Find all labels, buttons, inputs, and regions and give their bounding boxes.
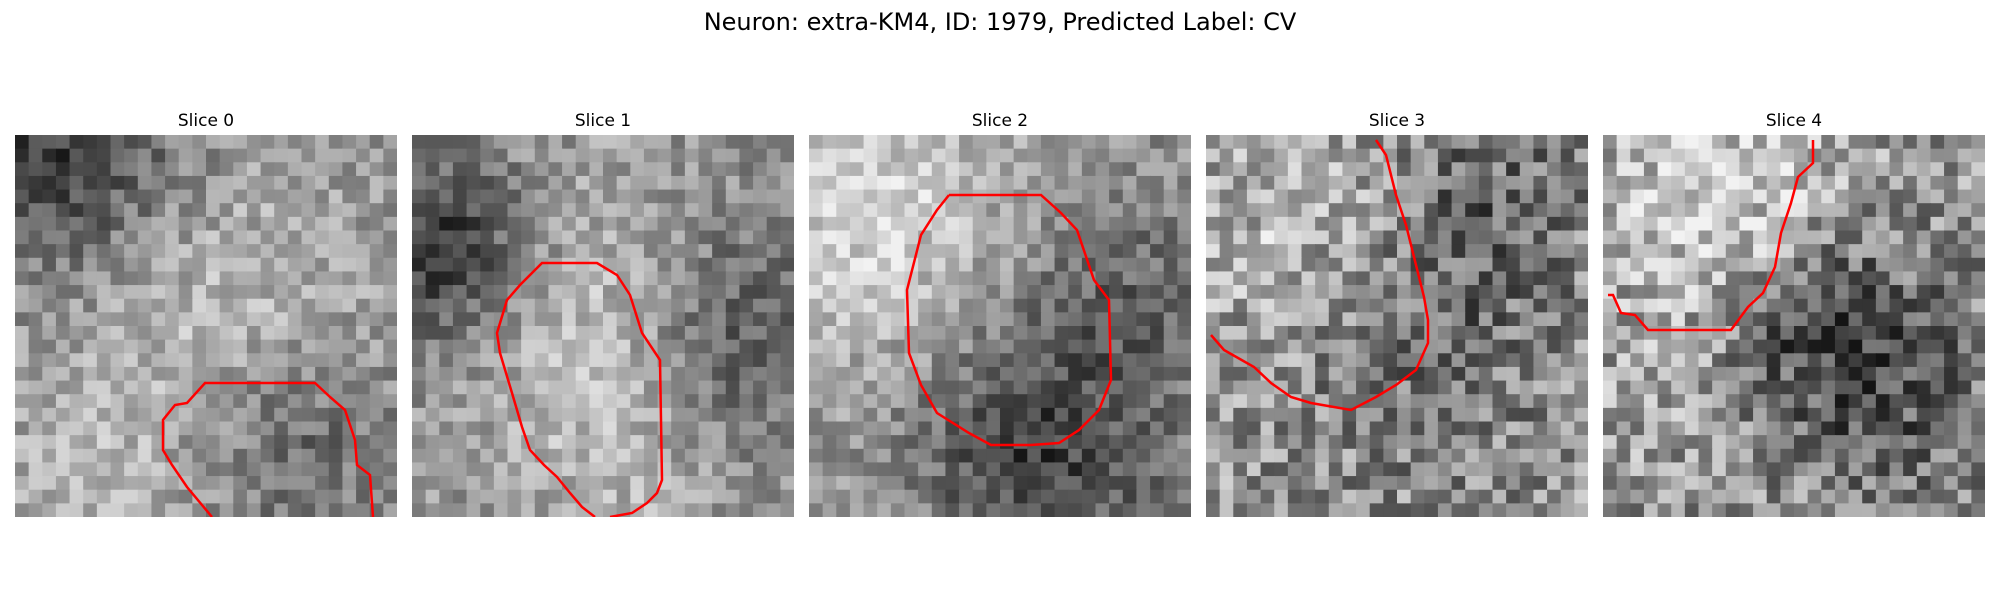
slice-image xyxy=(1206,135,1588,517)
slice-panel-1: Slice 1 xyxy=(412,110,794,517)
pixel-grid xyxy=(15,135,397,517)
pixel-grid xyxy=(1603,135,1985,517)
slice-image xyxy=(15,135,397,517)
slice-title: Slice 2 xyxy=(971,111,1029,131)
contour-line xyxy=(161,381,375,517)
contour-line xyxy=(905,193,1113,447)
slice-panel-0: Slice 0 xyxy=(15,110,397,517)
contour-line xyxy=(495,261,664,517)
figure-title: Neuron: extra-KM4, ID: 1979, Predicted L… xyxy=(703,8,1297,36)
slice-panel-4: Slice 4 xyxy=(1603,110,1985,517)
slice-title: Slice 0 xyxy=(177,111,235,131)
pixel-grid xyxy=(809,135,1191,517)
slice-title: Slice 4 xyxy=(1765,111,1823,131)
slice-image xyxy=(809,135,1191,517)
slice-image xyxy=(1603,135,1985,517)
slice-panel-3: Slice 3 xyxy=(1206,110,1588,517)
slice-panel-2: Slice 2 xyxy=(809,110,1191,517)
slice-image xyxy=(412,135,794,517)
contour-line xyxy=(1608,140,1815,332)
contour-line xyxy=(1210,139,1430,412)
pixel-grid xyxy=(1206,135,1588,517)
pixel-grid xyxy=(412,135,794,517)
slice-title: Slice 3 xyxy=(1368,111,1426,131)
slice-title: Slice 1 xyxy=(574,111,632,131)
